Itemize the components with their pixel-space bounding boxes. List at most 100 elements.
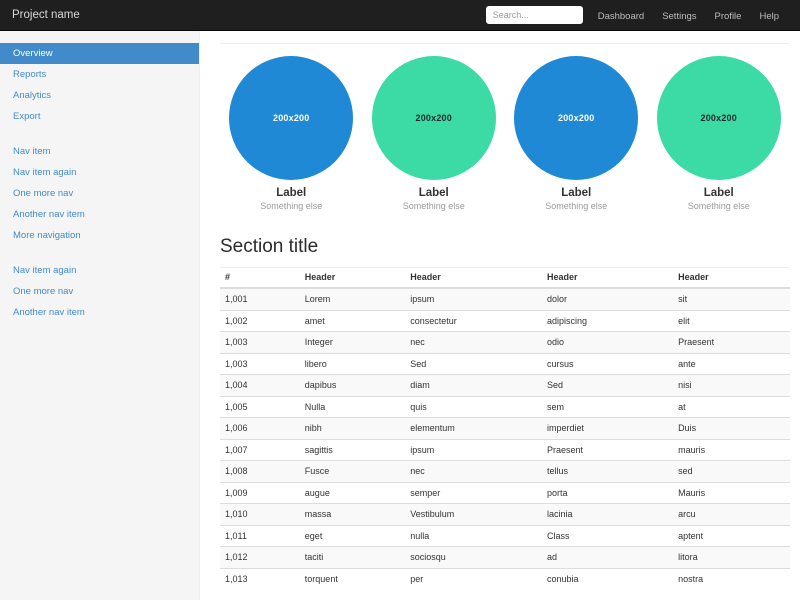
placeholder-image: 200x200 [514, 56, 639, 180]
table-cell: nec [405, 460, 543, 482]
placeholder-sublabel: Something else [545, 201, 608, 211]
table-cell: sit [673, 287, 790, 310]
placeholder-label: Label [561, 187, 592, 199]
data-table: # Header Header Header Header 1,001 Lorem ipsu… [220, 268, 790, 589]
sidebar-list-item: Nav item [0, 141, 199, 162]
sidebar-list-item: Export [0, 106, 199, 127]
table-header-cell: Header [299, 268, 406, 289]
table-cell: at [673, 395, 790, 418]
table-cell: Mauris [673, 481, 790, 504]
table-cell: augue [299, 481, 406, 504]
table-cell: 1,007 [220, 438, 300, 461]
navbar-link-settings[interactable]: Settings [662, 11, 697, 22]
placeholder-row: 200x200 Label Something else 200x200 Label So… [220, 56, 790, 211]
top-navbar: Project name Dashboard Settings Profile Hel… [0, 0, 800, 31]
table-cell: sagittis [299, 438, 406, 461]
table-cell: dapibus [299, 374, 406, 396]
table-cell: mauris [673, 438, 790, 461]
table-cell: lacinia [542, 503, 674, 525]
placeholder-card: 200x200 Label Something else [648, 56, 791, 211]
sidebar-list-item: Another nav item [0, 302, 199, 323]
table-cell: tellus [542, 460, 674, 482]
placeholder-sublabel: Something else [687, 201, 750, 211]
navbar-right: Dashboard Settings Profile Help [485, 6, 800, 24]
sidebar-list-item: Reports [0, 64, 199, 85]
table-cell: Fusce [299, 460, 406, 482]
table-header-cell: Header [405, 268, 543, 289]
table-cell: sem [542, 395, 674, 418]
table-row: 1,004 dapibus diam Sed nisi [220, 374, 790, 396]
table-row: 1,010 massa Vestibulum lacinia arcu [220, 503, 790, 525]
sidebar-list-item: More navigation [0, 225, 199, 246]
navbar-link-dashboard[interactable]: Dashboard [597, 11, 645, 22]
table-cell: cursus [542, 352, 674, 375]
table-cell: nulla [405, 524, 543, 547]
table-cell: ipsum [405, 287, 543, 310]
table-cell: 1,011 [220, 524, 300, 547]
table-cell: sociosqu [405, 546, 543, 568]
sidebar-item-another-nav-item[interactable]: Another nav item [13, 307, 85, 318]
table-cell: Sed [405, 352, 543, 375]
sidebar-item-nav-item[interactable]: Nav item [13, 146, 51, 157]
table-cell: libero [299, 352, 406, 375]
table-cell: 1,005 [220, 395, 300, 418]
table-cell: eget [299, 524, 406, 547]
table-cell: arcu [673, 503, 790, 525]
sidebar-group: Nav item Nav item again One more nav Anothe… [0, 141, 199, 246]
sidebar-group: Nav item again One more nav Another nav it… [0, 260, 199, 323]
table-row: 1,003 libero Sed cursus ante [220, 352, 790, 375]
navbar-link-profile[interactable]: Profile [714, 11, 742, 22]
table-row: 1,012 taciti sociosqu ad litora [220, 546, 790, 568]
sidebar-list-item: Nav item again [0, 260, 199, 281]
table-cell: 1,006 [220, 417, 300, 439]
search-input[interactable] [485, 6, 583, 24]
placeholder-sublabel: Something else [260, 201, 323, 211]
navbar-link-help[interactable]: Help [759, 11, 779, 22]
placeholder-sublabel: Something else [402, 201, 465, 211]
table-cell: amet [299, 309, 406, 332]
table-row: 1,002 amet consectetur adipiscing elit [220, 309, 790, 332]
sidebar-item-overview[interactable]: Overview [0, 43, 199, 64]
sidebar-item-nav-item-again[interactable]: Nav item again [13, 265, 77, 276]
sidebar-item-one-more-nav[interactable]: One more nav [13, 188, 74, 199]
table-cell: 1,010 [220, 503, 300, 525]
table-cell: 1,009 [220, 481, 300, 504]
sidebar-item-another-nav-item[interactable]: Another nav item [13, 209, 85, 220]
sidebar-item-more-navigation[interactable]: More navigation [13, 230, 81, 241]
sidebar-item-analytics[interactable]: Analytics [13, 90, 52, 101]
placeholder-card: 200x200 Label Something else [505, 56, 648, 211]
sidebar-item-nav-item-again[interactable]: Nav item again [13, 167, 77, 178]
sidebar-list-item: Nav item again [0, 162, 199, 183]
sidebar-list-item: Analytics [0, 85, 199, 106]
table-cell: nibh [299, 417, 406, 439]
table-cell: per [405, 567, 543, 589]
table-cell: 1,012 [220, 546, 300, 568]
table-cell: conubia [542, 567, 674, 589]
placeholder-card: 200x200 Label Something else [363, 56, 506, 211]
table-cell: Nulla [299, 395, 406, 418]
table-cell: 1,004 [220, 374, 300, 396]
table-cell: Integer [299, 331, 406, 353]
table-cell: taciti [299, 546, 406, 568]
table-row: 1,005 Nulla quis sem at [220, 395, 790, 418]
table-row: 1,003 Integer nec odio Praesent [220, 331, 790, 353]
table-cell: quis [405, 395, 543, 418]
table-cell: sed [673, 460, 790, 482]
table-cell: Sed [542, 374, 674, 396]
table-cell: aptent [673, 524, 790, 547]
sidebar-item-reports[interactable]: Reports [13, 69, 47, 80]
table-cell: odio [542, 331, 674, 353]
table-cell: 1,001 [220, 287, 300, 310]
table-row: 1,011 eget nulla Class aptent [220, 524, 790, 547]
brand[interactable]: Project name [12, 9, 80, 21]
table-cell: porta [542, 481, 674, 504]
table-cell: consectetur [405, 309, 543, 332]
table-cell: diam [405, 374, 543, 396]
table-cell: Class [542, 524, 674, 547]
sidebar-item-export[interactable]: Export [13, 111, 41, 122]
sidebar-item-one-more-nav[interactable]: One more nav [13, 286, 74, 297]
table-cell: torquent [299, 567, 406, 589]
table-cell: Praesent [542, 438, 674, 461]
table-cell: Lorem [299, 287, 406, 310]
